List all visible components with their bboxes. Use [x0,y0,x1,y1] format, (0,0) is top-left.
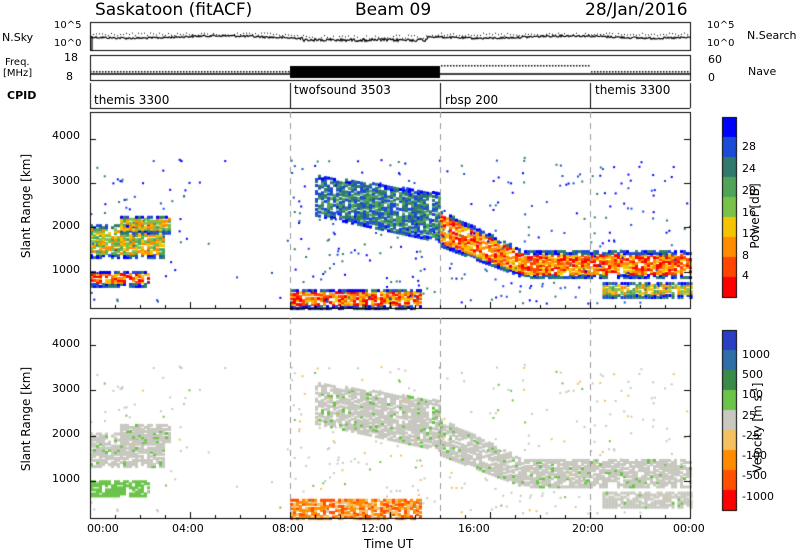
xtick-0400: 04:00 [172,522,204,535]
power-ytick-4000: 4000 [52,129,80,142]
cpid-label: CPID [7,89,37,102]
nsky-tick-low: 10^0 [54,38,82,49]
nsearch-tick-high: 10^5 [707,20,735,31]
velocity-cbar-tick-1000: 1000 [742,348,770,361]
xtick-1200: 12:00 [361,522,393,535]
cpid-segment-4: themis 3300 [595,83,671,97]
xlabel: Time UT [364,537,414,551]
nsky-tick-high: 10^5 [54,20,82,31]
freq-tick-low: 8 [66,70,73,83]
velocity-ytick-1000: 1000 [52,472,80,485]
velocity-cbar-tick-minus1000: -1000 [742,490,774,503]
nave-tick-high: 60 [708,53,722,66]
freq-unit: [MHz] [3,68,33,79]
velocity-ytick-4000: 4000 [52,337,80,350]
velocity-ylabel: Slant Range [km] [19,366,34,472]
freq-tick-high: 18 [64,51,78,64]
nsky-label: N.Sky [2,31,34,44]
beam-label: Beam 09 [355,0,432,20]
velocity-ytick-3000: 3000 [52,382,80,395]
xtick-1600: 16:00 [458,522,490,535]
power-cbar-tick-24: 24 [742,162,756,175]
power-ytick-3000: 3000 [52,174,80,187]
xtick-2000: 20:00 [572,522,604,535]
cpid-segment-1: themis 3300 [94,93,170,107]
freq-label: Freq. [5,57,30,68]
velocity-cbar-tick-500: 500 [742,368,763,381]
xtick-0000: 00:00 [87,522,119,535]
power-cbar-tick-28: 28 [742,140,756,153]
nsearch-tick-low: 10^0 [707,38,735,49]
velocity-cbar-tick-100: 100 [742,388,763,401]
velocity-ytick-2000: 2000 [52,427,80,440]
velocity-cbar-tick-minus500: -500 [742,469,767,482]
power-cbar-tick-8: 8 [742,249,749,262]
velocity-cbar-label: Velocity [m s-1] [749,373,765,483]
velocity-cbar-tick-25: 25 [742,409,756,422]
cpid-segment-2: twofsound 3503 [294,83,391,97]
power-cbar-label: Power [dB] [748,183,762,249]
nave-tick-low: 0 [708,71,715,84]
chart-title: Saskatoon (fitACF) [95,0,253,20]
velocity-cbar-tick-minus100: -100 [742,449,767,462]
cpid-segment-3: rbsp 200 [445,93,499,107]
xtick-0000-end: 00:00 [673,522,705,535]
velocity-cbar-label-end: ] [750,382,765,388]
velocity-cbar-tick-minus25: -25 [742,429,760,442]
date-label: 28/Jan/2016 [585,0,688,20]
power-ytick-2000: 2000 [52,219,80,232]
power-cbar-tick-12: 12 [742,227,756,240]
power-ytick-1000: 1000 [52,263,80,276]
power-cbar-tick-4: 4 [742,269,749,282]
power-cbar-tick-20: 20 [742,184,756,197]
velocity-cbar-label-sup: -1 [749,387,759,396]
nave-label: Nave [748,65,777,78]
velocity-cbar-label-main: Velocity [m s [750,395,765,473]
power-cbar-tick-16: 16 [742,206,756,219]
power-ylabel: Slant Range [km] [19,153,34,259]
xtick-0800: 08:00 [272,522,304,535]
nsearch-label: N.Search [747,29,797,42]
